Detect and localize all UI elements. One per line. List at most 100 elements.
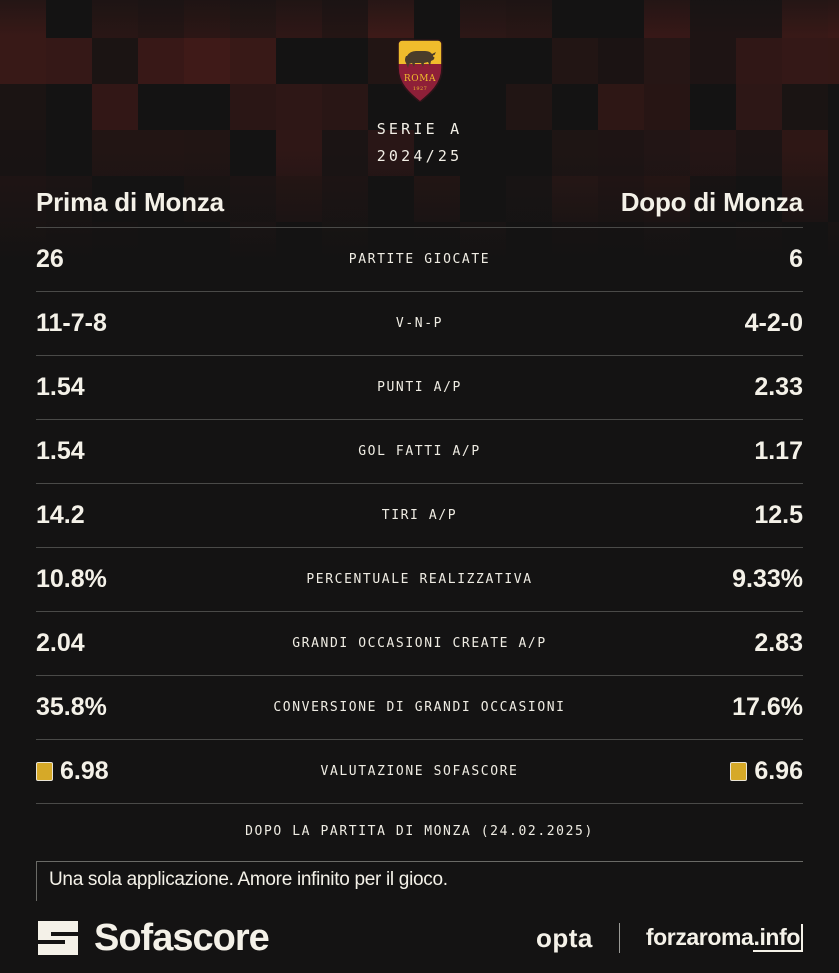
svg-text:1927: 1927 (412, 86, 426, 92)
stat-row: 11-7-8 V-N-P 4-2-0 (36, 291, 803, 355)
sofascore-wordmark: Sofascore (94, 917, 270, 959)
stat-value-right: 6 (683, 245, 803, 274)
stat-value-left-text: 10.8% (36, 565, 107, 593)
rating-badge-icon (36, 762, 53, 781)
mosaic-tile (598, 84, 644, 130)
as-roma-crest-icon: ROMA 1927 (396, 39, 443, 102)
stat-value-left: 35.8% (36, 693, 156, 722)
stats-table: 26 PARTITE GIOCATE 6 11-7-8 V-N-P 4-2-0 1.54 PU… (36, 227, 803, 803)
stat-label: GOL FATTI A/P (358, 444, 481, 459)
stat-value-left-text: 1.54 (36, 437, 85, 465)
column-titles: Prima di Monza Dopo di Monza (0, 165, 839, 215)
stat-value-right: 12.5 (683, 501, 803, 530)
stat-label: VALUTAZIONE SOFASCORE (320, 764, 519, 779)
mosaic-tile (690, 38, 736, 84)
stat-value-right-text: 6.96 (754, 757, 803, 785)
partner-logos: opta forzaroma.info (536, 923, 803, 953)
mosaic-tile (644, 84, 690, 130)
stat-row: 6.98 VALUTAZIONE SOFASCORE 6.96 (36, 739, 803, 803)
season-label: 2024/25 (376, 147, 463, 165)
tagline-box: Una sola applicazione. Amore infinito pe… (36, 861, 803, 901)
stat-value-right: 2.33 (683, 373, 803, 402)
mosaic-tile (184, 38, 230, 84)
stat-value-right-text: 17.6% (732, 693, 803, 721)
stat-label: CONVERSIONE DI GRANDI OCCASIONI (273, 700, 566, 715)
partner-divider (618, 923, 620, 953)
sofascore-brand: Sofascore (36, 917, 270, 959)
background-fade-top (0, 0, 839, 36)
stat-label: PUNTI A/P (377, 380, 462, 395)
svg-text:ROMA: ROMA (403, 74, 435, 84)
mosaic-tile (736, 38, 782, 84)
brand-row: Sofascore opta forzaroma.info (36, 907, 803, 969)
mosaic-tile (782, 38, 828, 84)
mosaic-tile (322, 84, 368, 130)
stat-label: PERCENTUALE REALIZZATIVA (306, 572, 533, 587)
stat-value-left: 10.8% (36, 565, 156, 594)
sofascore-logo-icon (38, 921, 78, 955)
column-title-left: Prima di Monza (36, 187, 224, 217)
mosaic-tile (46, 38, 92, 84)
stat-label: PARTITE GIOCATE (348, 252, 491, 267)
stat-value-right-text: 2.33 (754, 373, 803, 401)
stat-value-right-text: 4-2-0 (744, 309, 803, 337)
mosaic-tile (92, 38, 138, 84)
stat-value-left: 14.2 (36, 501, 156, 530)
mosaic-tile (736, 84, 782, 130)
mosaic-tile (782, 84, 828, 130)
stat-value-left-text: 2.04 (36, 629, 85, 657)
column-title-right: Dopo di Monza (620, 187, 803, 217)
league-name: SERIE A (376, 120, 463, 138)
stat-value-left: 1.54 (36, 437, 156, 466)
stat-value-right: 17.6% (683, 693, 803, 722)
stat-value-right-text: 2.83 (754, 629, 803, 657)
stat-row: 2.04 GRANDI OCCASIONI CREATE A/P 2.83 (36, 611, 803, 675)
header: ROMA 1927 SERIE A 2024/25 (0, 0, 839, 165)
stat-value-left: 6.98 (36, 757, 156, 786)
mosaic-tile (644, 38, 690, 84)
stat-value-right-text: 6 (789, 245, 803, 273)
mosaic-tile (230, 38, 276, 84)
stat-row: 14.2 TIRI A/P 12.5 (36, 483, 803, 547)
stat-value-left: 2.04 (36, 629, 156, 658)
stat-value-right: 9.33% (683, 565, 803, 594)
forzaroma-tld: .info (753, 924, 803, 952)
stat-row: 26 PARTITE GIOCATE 6 (36, 227, 803, 291)
stat-value-right-text: 1.17 (754, 437, 803, 465)
forzaroma-name: forzaroma (645, 924, 754, 950)
mosaic-tile (598, 38, 644, 84)
stat-value-right: 6.96 (683, 757, 803, 786)
match-date-note: DOPO LA PARTITA DI MONZA (24.02.2025) (245, 824, 594, 839)
mosaic-tile (506, 84, 552, 130)
stat-label: V-N-P (395, 316, 444, 331)
background-fade (0, 150, 839, 270)
stat-row: 1.54 GOL FATTI A/P 1.17 (36, 419, 803, 483)
stat-value-left-text: 14.2 (36, 501, 85, 529)
stat-value-left-text: 6.98 (60, 757, 109, 785)
stat-value-left-text: 11-7-8 (36, 309, 107, 337)
table-bottom-separator (36, 803, 803, 804)
stat-value-right-text: 12.5 (754, 501, 803, 529)
stat-value-left: 11-7-8 (36, 309, 156, 338)
stat-value-right-text: 9.33% (732, 565, 803, 593)
stat-value-left-text: 26 (36, 245, 64, 273)
stat-value-right: 4-2-0 (683, 309, 803, 338)
stat-label: TIRI A/P (381, 508, 458, 523)
stat-row: 1.54 PUNTI A/P 2.33 (36, 355, 803, 419)
mosaic-tile (230, 84, 276, 130)
mosaic-tile (276, 84, 322, 130)
stat-value-left: 26 (36, 245, 156, 274)
stat-label: GRANDI OCCASIONI CREATE A/P (292, 636, 547, 651)
stat-value-right: 1.17 (683, 437, 803, 466)
stat-row: 35.8% CONVERSIONE DI GRANDI OCCASIONI 17.6… (36, 675, 803, 739)
stat-value-right: 2.83 (683, 629, 803, 658)
mosaic-tile (0, 84, 46, 130)
mosaic-tile (92, 84, 138, 130)
stat-value-left-text: 35.8% (36, 693, 107, 721)
rating-badge-icon (730, 762, 748, 781)
opta-logo: opta (535, 923, 593, 953)
stat-row: 10.8% PERCENTUALE REALIZZATIVA 9.33% (36, 547, 803, 611)
mosaic-tile (828, 38, 839, 84)
mosaic-tile (552, 38, 598, 84)
mosaic-tile (138, 38, 184, 84)
